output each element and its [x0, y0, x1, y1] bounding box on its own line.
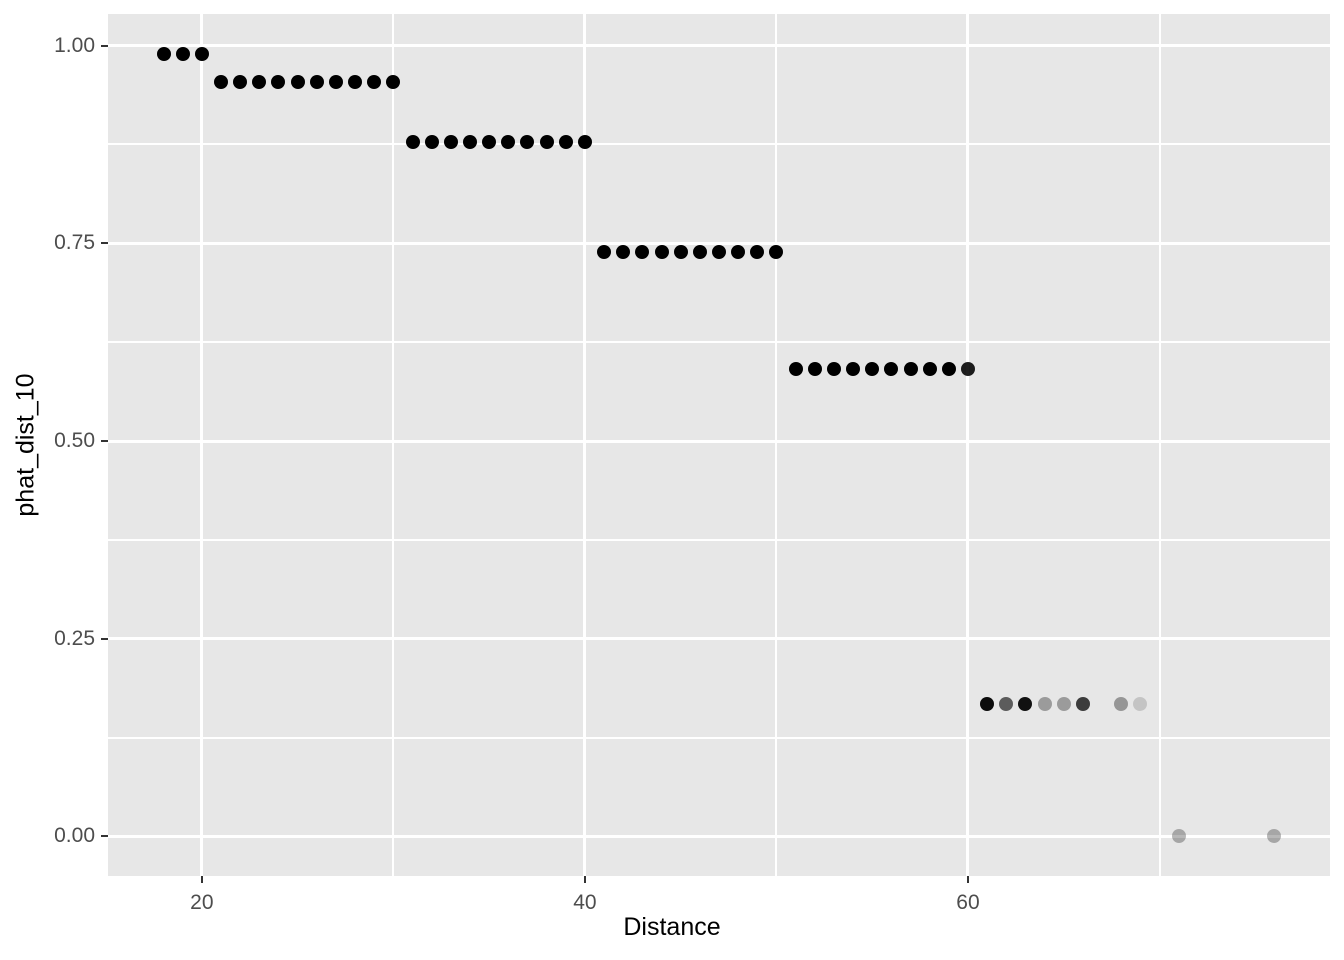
data-point [156, 46, 171, 61]
x-tick-mark [583, 876, 586, 883]
y-major-gridline [108, 44, 1330, 48]
y-tick-label: 1.00 [54, 33, 95, 57]
data-point [482, 135, 497, 150]
y-major-gridline [108, 834, 1330, 838]
data-point [1018, 696, 1033, 711]
data-point [405, 135, 420, 150]
y-major-gridline [108, 439, 1330, 443]
y-tick-label: 0.50 [54, 429, 95, 453]
data-point [635, 245, 650, 260]
x-tick-mark [966, 876, 969, 883]
y-minor-gridline [108, 341, 1330, 344]
x-tick-label: 40 [573, 891, 597, 914]
data-point [309, 75, 324, 89]
data-point [884, 362, 899, 377]
data-point [960, 362, 975, 377]
x-minor-gridline [1158, 14, 1161, 876]
data-point [692, 245, 707, 260]
data-point [1114, 696, 1129, 711]
y-minor-gridline [108, 736, 1330, 739]
data-point [1037, 696, 1052, 711]
data-point [865, 362, 880, 377]
data-point [1267, 829, 1282, 844]
data-point [1075, 696, 1090, 711]
data-point [290, 75, 305, 89]
plot-panel [108, 14, 1330, 876]
x-tick-label: 20 [190, 891, 214, 914]
data-point [654, 245, 669, 260]
data-point [597, 245, 612, 260]
data-point [903, 362, 918, 377]
data-point [999, 696, 1014, 711]
data-point [252, 75, 267, 89]
data-point [1133, 696, 1148, 711]
data-point [1171, 829, 1186, 844]
data-point [558, 135, 573, 150]
data-point [214, 75, 228, 89]
data-point [788, 362, 803, 377]
x-major-gridline [200, 14, 204, 876]
x-tick-mark [200, 876, 203, 883]
y-minor-gridline [108, 538, 1330, 541]
data-point [348, 75, 363, 89]
data-point [194, 46, 209, 61]
y-tick-mark [101, 44, 108, 47]
data-point [616, 245, 631, 260]
y-major-gridline [108, 241, 1330, 245]
y-minor-gridline [108, 143, 1330, 146]
x-tick-label: 60 [956, 891, 980, 914]
data-point [826, 362, 841, 377]
x-major-gridline [966, 14, 970, 876]
y-major-gridline [108, 637, 1330, 641]
data-point [424, 135, 439, 150]
data-point [463, 135, 477, 150]
data-point [731, 245, 746, 260]
x-minor-gridline [775, 14, 778, 876]
data-point [941, 362, 956, 377]
data-point [443, 135, 458, 150]
data-point [328, 75, 343, 89]
data-point [175, 46, 190, 61]
data-point [673, 245, 688, 260]
y-tick-label: 0.75 [54, 231, 95, 255]
y-tick-mark [101, 440, 108, 443]
data-point [712, 245, 726, 260]
data-point [367, 75, 382, 89]
y-tick-label: 0.00 [54, 824, 95, 848]
data-point [1056, 696, 1071, 711]
data-point [769, 245, 784, 260]
data-point [520, 135, 535, 150]
data-point [577, 135, 592, 150]
x-major-gridline [583, 14, 587, 876]
data-point [922, 362, 937, 377]
x-axis-title: Distance [623, 913, 721, 941]
y-tick-mark [101, 835, 108, 838]
data-point [501, 135, 516, 150]
y-tick-mark [101, 242, 108, 245]
data-point [539, 135, 554, 150]
y-tick-label: 0.25 [54, 626, 95, 650]
data-point [233, 75, 248, 89]
data-point [846, 362, 861, 377]
y-tick-mark [101, 637, 108, 640]
data-point [386, 75, 401, 89]
data-point [271, 75, 286, 89]
y-axis-title: phat_dist_10 [11, 373, 40, 517]
data-point [807, 362, 822, 377]
x-minor-gridline [392, 14, 395, 876]
data-point [980, 696, 995, 711]
data-point [750, 245, 765, 260]
